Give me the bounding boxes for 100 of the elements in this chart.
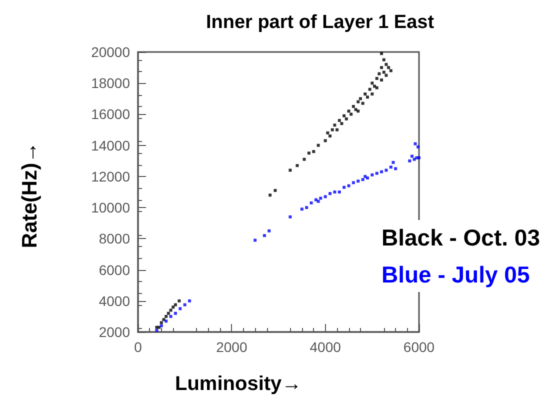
point [288, 215, 292, 218]
point [296, 164, 299, 168]
x-tick-label: 2000 [216, 339, 248, 355]
chart-title: Inner part of Layer 1 East [206, 12, 435, 33]
y-tick-label: 18000 [91, 75, 130, 92]
point [330, 128, 334, 132]
point [316, 144, 320, 147]
point [288, 168, 292, 172]
point [382, 70, 386, 74]
point [160, 321, 163, 324]
point [312, 150, 316, 154]
text: Black - Oct. 03 [381, 224, 540, 250]
point [178, 299, 181, 302]
y-tick-label: 2000 [98, 324, 130, 340]
y-tick-label: 20000 [91, 44, 130, 60]
point [382, 58, 386, 62]
y-tick-label: 6000 [98, 262, 130, 278]
point [274, 188, 277, 192]
point [375, 86, 378, 90]
point [164, 314, 168, 318]
point [326, 131, 330, 134]
point [314, 198, 318, 202]
point [336, 128, 339, 132]
point [384, 74, 388, 77]
point [172, 306, 175, 309]
point [418, 156, 420, 160]
point [375, 76, 378, 80]
point [368, 88, 372, 91]
point [380, 52, 384, 56]
point [350, 112, 353, 116]
point [387, 66, 390, 70]
point [262, 234, 266, 238]
point [352, 104, 355, 108]
point [319, 196, 322, 200]
point [183, 303, 186, 306]
point [342, 114, 346, 118]
x-axis-title: Luminosity→ [175, 373, 302, 395]
point [155, 328, 158, 332]
point [347, 110, 350, 113]
point [338, 190, 341, 194]
point [316, 200, 320, 203]
point [328, 134, 332, 138]
y-axis-title: Rate(Hz)→ [18, 142, 42, 248]
point [414, 142, 417, 146]
y-tick-label: 12000 [91, 168, 130, 184]
point [347, 184, 350, 188]
point [169, 314, 172, 318]
point [328, 192, 332, 196]
point [389, 166, 392, 169]
point [416, 145, 420, 148]
point [384, 62, 388, 66]
point [378, 72, 381, 76]
point [305, 206, 308, 210]
point [174, 303, 177, 306]
point [166, 312, 170, 315]
point [188, 299, 192, 302]
point [375, 172, 378, 175]
point [268, 194, 272, 197]
point [358, 97, 362, 100]
y-tick-label: 8000 [98, 230, 130, 247]
point [356, 180, 360, 183]
point [356, 100, 360, 104]
point [370, 82, 374, 85]
point [408, 159, 412, 162]
y-tick-label: 10000 [91, 200, 130, 216]
point [342, 186, 346, 189]
point [307, 152, 310, 155]
point [392, 160, 395, 164]
point [174, 312, 177, 315]
point [254, 238, 257, 242]
x-tick-label: 4000 [310, 339, 342, 355]
point [300, 208, 304, 211]
point [361, 178, 364, 182]
point [324, 195, 327, 198]
point [389, 69, 392, 72]
y-tick-label: 16000 [91, 106, 130, 122]
x-tick-label: 0 [134, 339, 142, 355]
point [356, 110, 360, 113]
point [364, 174, 367, 178]
point [333, 190, 336, 194]
point [370, 173, 374, 176]
point [364, 92, 367, 96]
point [384, 168, 388, 172]
point [333, 124, 336, 127]
point [380, 66, 384, 70]
point [380, 78, 384, 82]
point [370, 92, 374, 96]
point [366, 96, 369, 99]
point [338, 118, 341, 122]
point [310, 201, 313, 204]
point [344, 117, 348, 120]
point [394, 167, 398, 170]
x-tick-label: 6000 [403, 339, 435, 355]
point [340, 122, 344, 126]
point [169, 308, 172, 312]
text: Blue - July 05 [381, 262, 530, 288]
point [380, 170, 384, 174]
y-tick-label: 4000 [98, 292, 130, 309]
point [178, 307, 182, 310]
point [373, 84, 376, 88]
